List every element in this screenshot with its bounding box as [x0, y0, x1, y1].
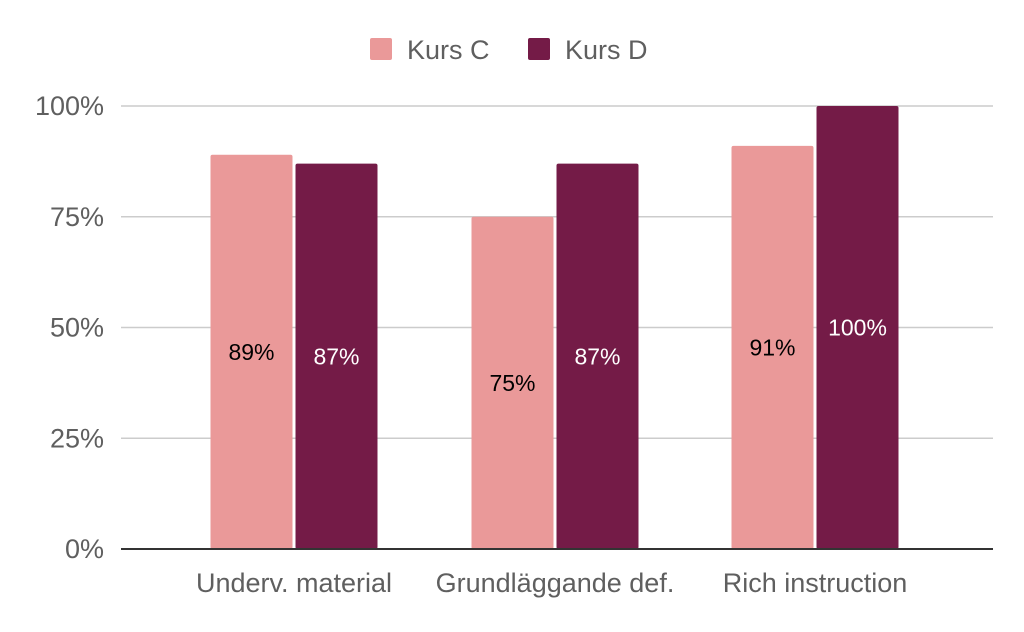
bar-kurs-c: [471, 216, 554, 549]
data-label: 91%: [749, 334, 795, 360]
bar-kurs-c: [731, 145, 814, 549]
y-tick-label: 0%: [65, 534, 104, 564]
y-tick-label: 25%: [50, 423, 104, 453]
data-label: 100%: [828, 315, 887, 341]
x-category-label: Rich instruction: [723, 568, 908, 598]
legend-label: Kurs D: [565, 35, 648, 65]
bar-kurs-d: [295, 163, 378, 549]
legend: Kurs C Kurs D: [370, 35, 648, 65]
data-label: 75%: [489, 370, 535, 396]
bar-kurs-d: [816, 106, 899, 549]
x-category-label: Grundläggande def.: [436, 568, 675, 598]
data-label: 87%: [574, 343, 620, 369]
bar-kurs-c: [210, 154, 293, 550]
y-tick-label: 75%: [50, 202, 104, 232]
legend-swatch: [370, 38, 392, 60]
data-labels: 89% 87% 75% 87% 91% 100%: [228, 315, 886, 396]
x-category-label: Underv. material: [196, 568, 392, 598]
y-tick-label: 50%: [50, 313, 104, 343]
bars: [210, 106, 899, 550]
bar-kurs-d: [556, 163, 639, 549]
x-axis-categories: Underv. material Grundläggande def. Rich i…: [196, 568, 907, 598]
y-axis-ticks: 0% 25% 50% 75% 100%: [35, 91, 104, 564]
y-tick-label: 100%: [35, 91, 104, 121]
data-label: 87%: [313, 343, 359, 369]
data-label: 89%: [228, 339, 274, 365]
legend-label: Kurs C: [407, 35, 490, 65]
legend-swatch: [528, 38, 550, 60]
